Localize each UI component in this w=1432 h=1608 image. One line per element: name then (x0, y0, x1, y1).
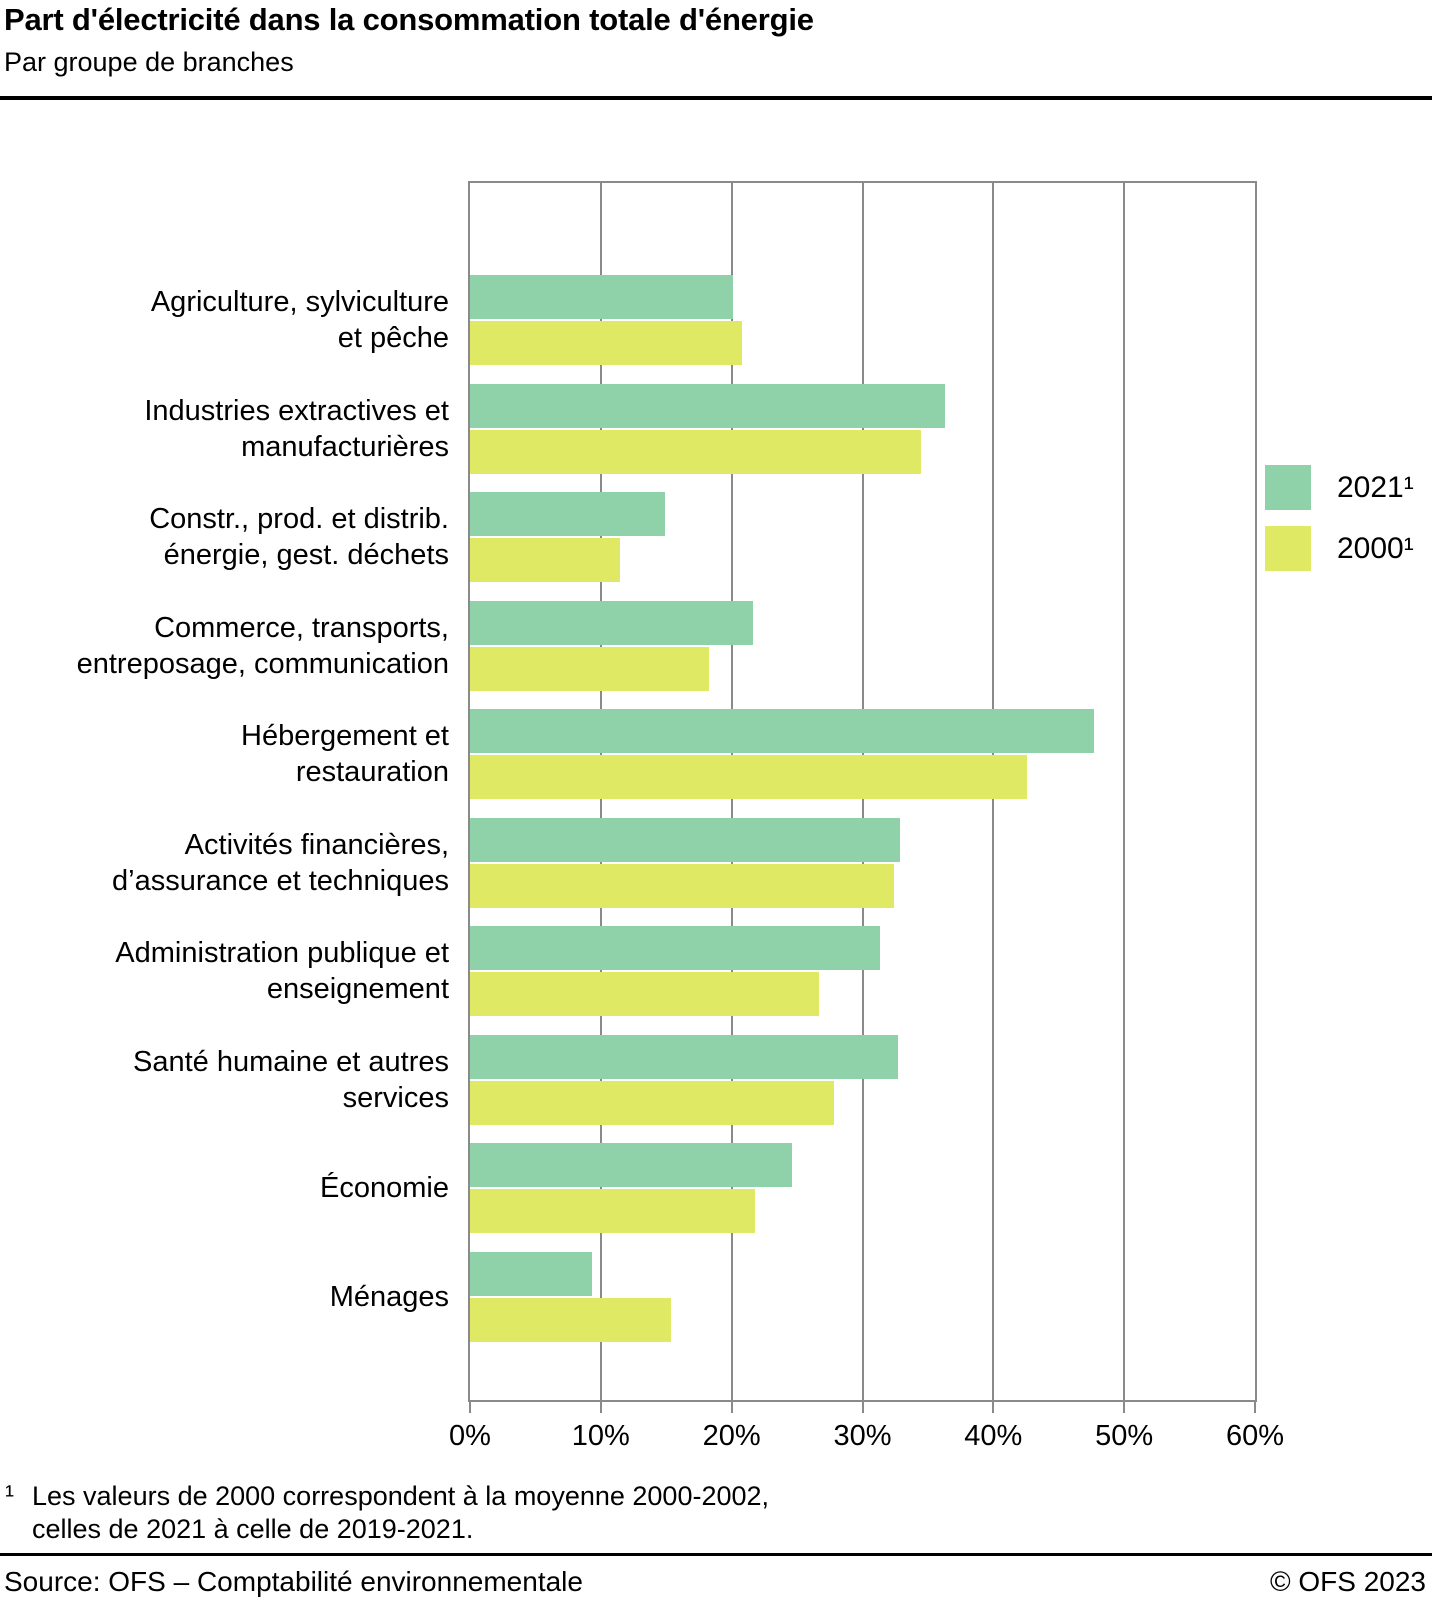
bar-2000 (470, 429, 922, 474)
bar-2000 (470, 863, 894, 908)
x-axis-tick-mark (730, 1402, 733, 1413)
x-axis-tick-mark (992, 1402, 995, 1413)
source-text: Source: OFS – Comptabilité environnement… (4, 1566, 583, 1597)
legend-item: 2021¹ (1265, 465, 1414, 510)
plot-area (468, 181, 1257, 1402)
category-label: Activités financières, d’assurance et te… (112, 828, 449, 897)
bar-pair (470, 926, 1255, 1016)
copyright-text: © OFS 2023 (1269, 1566, 1426, 1597)
legend-label: 2021¹ (1337, 470, 1414, 504)
x-axis-tick-label: 50% (1095, 1420, 1154, 1452)
bar-2000 (470, 1189, 756, 1233)
chart-subtitle: Par groupe de branches (4, 47, 294, 77)
bar-2021 (470, 383, 945, 428)
x-axis-tick-label: 30% (833, 1420, 892, 1452)
bottom-divider (0, 1553, 1432, 1556)
bar-2021 (470, 817, 901, 862)
category-label: Agriculture, sylviculture et pêche (150, 286, 449, 354)
bar-2000 (470, 972, 820, 1016)
bar-pair (470, 1251, 1255, 1342)
category-axis-labels: Agriculture, sylviculture et pêche Indust… (0, 181, 449, 1402)
category-label: Ménages (329, 1280, 449, 1313)
bar-pair (470, 600, 1255, 691)
bar-2021 (470, 926, 880, 970)
category-label: Constr., prod. et distrib. énergie, gest… (149, 503, 449, 571)
category-label: Économie (320, 1172, 449, 1204)
legend-label: 2000¹ (1337, 531, 1414, 565)
bar-2021 (470, 492, 665, 536)
x-axis-tick-mark (1254, 1402, 1256, 1413)
category-label: Hébergement et restauration (241, 720, 449, 788)
bar-2021 (470, 275, 733, 319)
x-axis-tick-mark (599, 1402, 602, 1413)
bar-2021 (470, 1143, 792, 1187)
x-axis-tick-label: 10% (571, 1420, 630, 1452)
bar-2000 (470, 755, 1028, 799)
bar-2021 (470, 709, 1095, 753)
bar-pair (470, 275, 1255, 365)
category-label: Industries extractives et manufacturière… (144, 394, 449, 463)
bar-pair (470, 1034, 1255, 1125)
x-axis: 0% 10% 20% 30% 40% 50% 60% (449, 1402, 1284, 1482)
footnote-marker: ¹ (5, 1480, 14, 1510)
bar-pair (470, 1143, 1255, 1233)
bar-2021 (470, 600, 753, 645)
bar-2000 (470, 1297, 672, 1342)
legend-swatch (1265, 526, 1311, 571)
category-label: Santé humaine et autres services (133, 1045, 449, 1114)
bar-2000 (470, 321, 743, 365)
bar-pair (470, 709, 1255, 799)
bar-2000 (470, 646, 710, 691)
legend: 2021¹ 2000¹ (1265, 465, 1414, 587)
bar-pair (470, 492, 1255, 582)
bar-2021 (470, 1034, 898, 1079)
top-divider (0, 96, 1432, 100)
category-label: Commerce, transports, entreposage, commu… (76, 611, 449, 680)
chart-title: Part d'électricité dans la consommation … (4, 2, 814, 37)
x-axis-tick-mark (861, 1402, 864, 1413)
footnote-text: Les valeurs de 2000 correspondent à la m… (32, 1481, 770, 1544)
category-label: Administration publique et enseignement (115, 937, 449, 1005)
bar-2000 (470, 1080, 834, 1125)
x-axis-tick-label: 0% (449, 1420, 491, 1452)
x-axis-tick-mark (1123, 1402, 1126, 1413)
legend-swatch (1265, 465, 1311, 510)
x-axis-tick-label: 60% (1225, 1420, 1285, 1452)
x-axis-tick-label: 20% (702, 1420, 761, 1452)
gridline (1123, 183, 1126, 1400)
bar-pair (470, 383, 1255, 474)
x-axis-tick-mark (469, 1402, 471, 1413)
bar-2021 (470, 1251, 592, 1296)
legend-item: 2000¹ (1265, 526, 1414, 571)
bar-pair (470, 817, 1255, 908)
bar-2000 (470, 538, 621, 582)
footnote: ¹ Les valeurs de 2000 correspondent à la… (5, 1480, 769, 1546)
x-axis-tick-label: 40% (964, 1420, 1023, 1452)
